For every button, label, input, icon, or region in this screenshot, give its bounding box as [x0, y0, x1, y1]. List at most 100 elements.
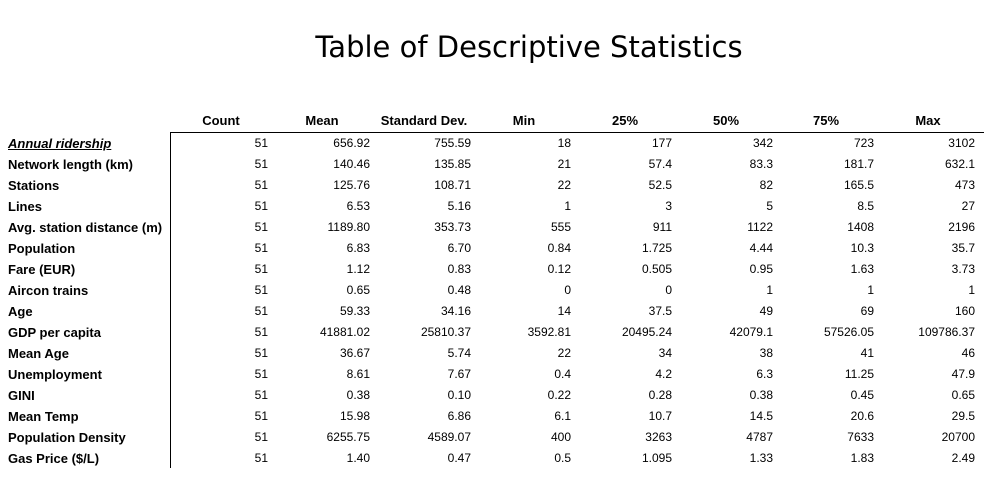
table-cell: 83.3: [749, 157, 773, 171]
table-cell: 0.65: [346, 283, 370, 297]
table-cell: 57.4: [648, 157, 672, 171]
table-cell: 41881.02: [319, 325, 370, 339]
table-cell: 51: [254, 220, 268, 234]
row-label: GDP per capita: [8, 325, 101, 340]
table-row: GINI 51 0.38 0.10 0.22 0.28 0.38 0.45 0.65: [0, 384, 984, 405]
table-cell: 6.3: [756, 367, 773, 381]
row-label: Stations: [8, 178, 60, 193]
row-label: Network length (km): [8, 157, 133, 172]
table-row: Annual ridership 51 656.92 755.59 18 177 342 72…: [0, 132, 984, 153]
table-cell: 555: [550, 220, 571, 234]
table-cell: 0.22: [547, 388, 571, 402]
table-cell: 160: [954, 304, 975, 318]
table-cell: 0.47: [447, 451, 471, 465]
table-cell: 4.2: [655, 367, 672, 381]
table-row: GDP per capita 51 41881.02 25810.37 3592.81 2…: [0, 321, 984, 342]
table-cell: 36.67: [339, 346, 370, 360]
table-cell: 51: [254, 136, 268, 150]
table-cell: 69: [860, 304, 874, 318]
table-row: Fare (EUR) 51 1.12 0.83 0.12 0.505 0.95 1.63 3.7…: [0, 258, 984, 279]
table-cell: 6255.75: [326, 430, 370, 444]
table-cell: 1: [766, 283, 773, 297]
table-row: Gas Price ($/L) 51 1.40 0.47 0.5 1.095 1.33 1.8…: [0, 447, 984, 468]
table-cell: 6.53: [346, 199, 370, 213]
table-row: Lines 51 6.53 5.16 1 3 5 8.5 27: [0, 195, 984, 216]
table-cell: 0.83: [447, 262, 471, 276]
table-cell: 51: [254, 367, 268, 381]
row-label: Mean Age: [8, 346, 69, 361]
table-cell: 14: [557, 304, 571, 318]
row-label: Avg. station distance (m): [8, 220, 163, 235]
row-label: Unemployment: [8, 367, 102, 382]
table-cell: 3263: [645, 430, 672, 444]
table-cell: 51: [254, 430, 268, 444]
table-row: Mean Temp 51 15.98 6.86 6.1 10.7 14.5 20.6 29.5: [0, 405, 984, 426]
table-cell: 4589.07: [427, 430, 471, 444]
table-cell: 0.12: [547, 262, 571, 276]
table-cell: 400: [550, 430, 571, 444]
table-cell: 46: [961, 346, 975, 360]
table-cell: 1: [968, 283, 975, 297]
row-label: Gas Price ($/L): [8, 451, 100, 466]
table-cell: 181.7: [843, 157, 874, 171]
table-cell: 5.16: [447, 199, 471, 213]
table-cell: 1.725: [641, 241, 672, 255]
table-cell: 1.12: [346, 262, 370, 276]
table-cell: 1: [564, 199, 571, 213]
table-cell: 0: [665, 283, 672, 297]
table-cell: 755.59: [434, 136, 471, 150]
table-cell: 51: [254, 199, 268, 213]
column-header: Count: [202, 113, 240, 128]
row-label: Aircon trains: [8, 283, 89, 298]
table-cell: 3: [665, 199, 672, 213]
row-label: Fare (EUR): [8, 262, 76, 277]
table-cell: 177: [651, 136, 672, 150]
table-cell: 2.49: [951, 451, 975, 465]
table-cell: 51: [254, 178, 268, 192]
table-cell: 0.48: [447, 283, 471, 297]
row-label: Population: [8, 241, 76, 256]
column-header: Mean: [305, 113, 339, 128]
table-cell: 27: [961, 199, 975, 213]
table-cell: 57526.05: [823, 325, 874, 339]
table-cell: 0.95: [749, 262, 773, 276]
table-cell: 125.76: [333, 178, 370, 192]
table-row: Population 51 6.83 6.70 0.84 1.725 4.44 10.3 35.…: [0, 237, 984, 258]
table-cell: 723: [853, 136, 874, 150]
table-row: Mean Age 51 36.67 5.74 22 34 38 41 46: [0, 342, 984, 363]
table-cell: 42079.1: [729, 325, 773, 339]
table-cell: 0.38: [749, 388, 773, 402]
table-cell: 0.28: [648, 388, 672, 402]
table-cell: 51: [254, 346, 268, 360]
table-cell: 15.98: [339, 409, 370, 423]
table-row: Avg. station distance (m) 51 1189.80 353.73…: [0, 216, 984, 237]
table-cell: 656.92: [333, 136, 370, 150]
table-cell: 22: [557, 346, 571, 360]
table-cell: 51: [254, 262, 268, 276]
table-cell: 0: [564, 283, 571, 297]
table-cell: 82: [759, 178, 773, 192]
table-cell: 20495.24: [621, 325, 672, 339]
table-cell: 11.25: [844, 367, 874, 381]
table-cell: 135.85: [434, 157, 471, 171]
table-cell: 10.7: [648, 409, 672, 423]
table-cell: 0.84: [547, 241, 571, 255]
table-cell: 108.71: [434, 178, 471, 192]
table-cell: 51: [254, 241, 268, 255]
table-cell: 0.5: [554, 451, 571, 465]
table-cell: 10.3: [850, 241, 874, 255]
table-cell: 1.095: [641, 451, 672, 465]
table-cell: 1.63: [850, 262, 874, 276]
table-cell: 41: [860, 346, 874, 360]
table-row: Unemployment 51 8.61 7.67 0.4 4.2 6.3 11.25 47.9: [0, 363, 984, 384]
table-cell: 6.86: [447, 409, 471, 423]
table-row: Network length (km) 51 140.46 135.85 21 57.4 8…: [0, 153, 984, 174]
table-cell: 3592.81: [527, 325, 571, 339]
row-label: Age: [8, 304, 33, 319]
table-cell: 51: [254, 409, 268, 423]
table-cell: 0.65: [951, 388, 975, 402]
table-cell: 8.61: [346, 367, 370, 381]
table-cell: 1: [867, 283, 874, 297]
table-cell: 1.83: [850, 451, 874, 465]
table-cell: 51: [254, 388, 268, 402]
